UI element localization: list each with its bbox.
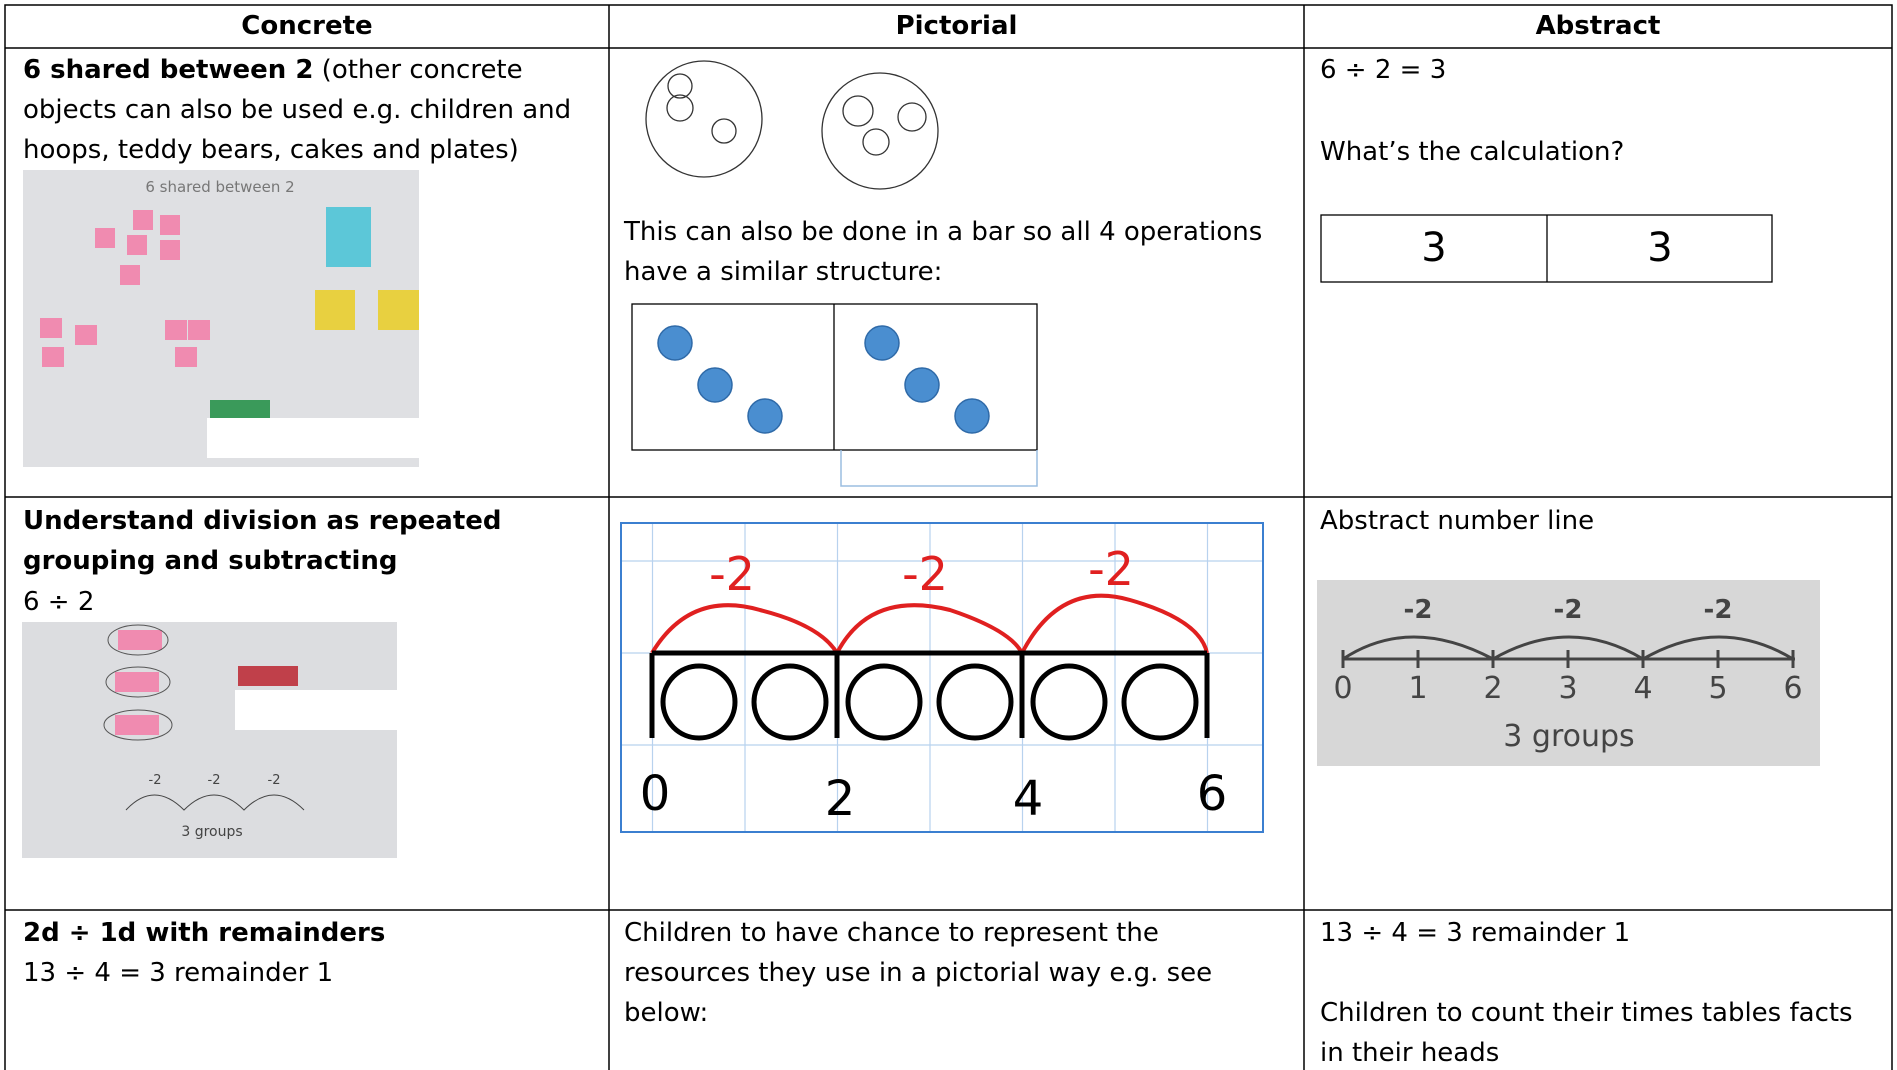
cell-text: 6 shared between 2 (other concrete objec… bbox=[23, 50, 603, 170]
number-label: 5 bbox=[1708, 671, 1727, 706]
jump-label: -2 bbox=[709, 547, 755, 601]
jump-label: -2 bbox=[1404, 595, 1433, 625]
number-label: 6 bbox=[1197, 766, 1228, 822]
number-label: 4 bbox=[1013, 771, 1044, 827]
cell-text: Abstract number line bbox=[1320, 506, 1595, 536]
bar-value: 3 bbox=[1421, 225, 1446, 271]
jump-label: -2 bbox=[1088, 542, 1134, 596]
equation: 13 ÷ 4 = 3 remainder 1 bbox=[23, 958, 334, 988]
cell-text: Children to count their times tables fac… bbox=[1320, 998, 1853, 1068]
question: What’s the calculation? bbox=[1320, 137, 1625, 167]
number-label: 2 bbox=[825, 771, 856, 827]
cell-text: This can also be done in a bar so all 4 … bbox=[624, 217, 1263, 287]
number-label: 2 bbox=[1483, 671, 1502, 706]
table-grid bbox=[4, 4, 1893, 1070]
jump-label: -2 bbox=[1704, 595, 1733, 625]
bold-heading: 6 shared between 2 bbox=[23, 55, 314, 85]
number-label: 0 bbox=[1333, 671, 1352, 706]
bold-heading: Understand division as repeated grouping… bbox=[23, 506, 502, 576]
circles-drawing bbox=[645, 60, 939, 190]
grid-number-line: -2 -2 -2 0 2 4 6 bbox=[620, 522, 1264, 833]
number-label: 1 bbox=[1408, 671, 1427, 706]
photo-sharing: 6 shared between 2 bbox=[23, 170, 419, 467]
jump-label: -2 bbox=[1554, 595, 1583, 625]
equation: 13 ÷ 4 = 3 remainder 1 bbox=[1320, 918, 1631, 948]
photo-caption: 3 groups bbox=[181, 824, 242, 840]
jump-label: -2 bbox=[268, 773, 281, 788]
equation: 6 ÷ 2 bbox=[23, 587, 95, 617]
abstract-number-line: 0 1 2 3 4 5 6 -2 -2 -2 3 groups bbox=[1317, 580, 1820, 766]
number-label: 3 bbox=[1558, 671, 1577, 706]
note: (other concrete objects can also be used… bbox=[23, 55, 572, 165]
abstract-bar: 3 3 bbox=[1320, 214, 1773, 283]
number-label: 4 bbox=[1633, 671, 1652, 706]
number-label: 0 bbox=[640, 766, 671, 822]
column-header: Abstract bbox=[1535, 11, 1661, 41]
column-header: Concrete bbox=[241, 11, 373, 41]
photo-grouping: -2 -2 -2 3 groups bbox=[22, 622, 397, 858]
bar-drawing bbox=[631, 303, 1038, 487]
photo-caption: 6 shared between 2 bbox=[145, 178, 294, 196]
jump-label: -2 bbox=[902, 547, 948, 601]
jump-label: -2 bbox=[208, 773, 221, 788]
bar-value: 3 bbox=[1647, 225, 1672, 271]
caption: 3 groups bbox=[1503, 719, 1634, 754]
number-label: 6 bbox=[1783, 671, 1802, 706]
equation: 6 ÷ 2 = 3 bbox=[1320, 55, 1447, 85]
bold-heading: 2d ÷ 1d with remainders bbox=[23, 918, 386, 948]
cell-text: Children to have chance to represent the… bbox=[624, 918, 1213, 1028]
column-header: Pictorial bbox=[895, 11, 1018, 41]
jump-label: -2 bbox=[149, 773, 162, 788]
